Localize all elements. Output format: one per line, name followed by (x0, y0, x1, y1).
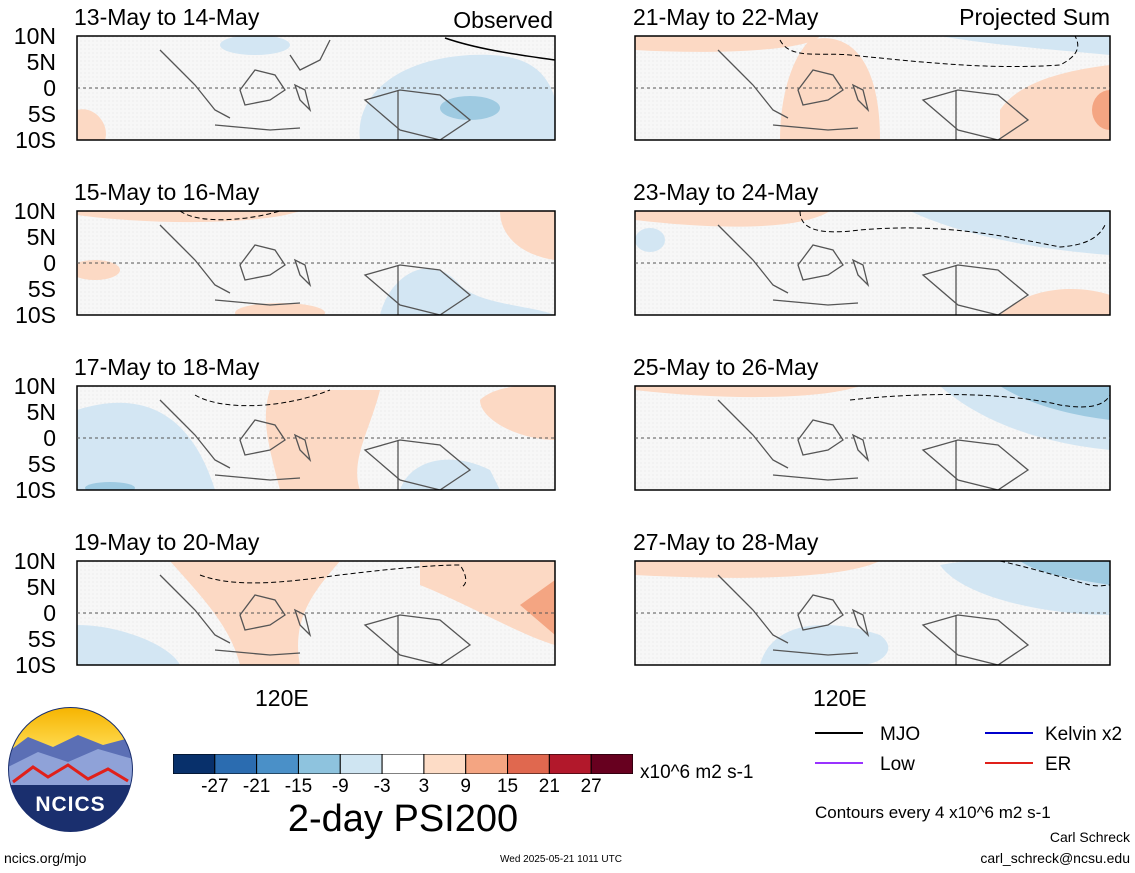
colorbar-ticks: -27 -21 -15 -9 -3 3 9 15 21 27 (173, 776, 633, 802)
lat-label: 10N (13, 23, 56, 49)
panel-5-title: 21-May to 22-May (633, 4, 819, 30)
panel-6-map: 23-May to 24-May (633, 179, 1111, 316)
lat-label: 0 (43, 600, 56, 626)
lat-label: 5N (26, 49, 56, 75)
legend-label-mjo: MJO (880, 724, 920, 745)
lat-label: 0 (43, 425, 56, 451)
colorbar-swatch (548, 753, 592, 775)
panel-6: 23-May to 24-May (560, 175, 1135, 325)
panel-5-map: 21-May to 22-May Projected Sum (633, 4, 1111, 141)
lat-label: 0 (43, 250, 56, 276)
colorbar-swatch (465, 753, 509, 775)
ncics-logo-graphic: NCICS (8, 707, 133, 832)
colorbar-tick-label: 27 (580, 776, 602, 797)
latitude-labels: 10N 5N 0 5S 10S 10N 5N 0 5S 10S 10N 5N 0 5S 10S 10N 5N 0 5… (0, 0, 70, 700)
ncics-logo: NCICS (8, 707, 133, 832)
panel-8-map: 27-May to 28-May (633, 529, 1111, 666)
panel-4-map: 19-May to 20-May (74, 529, 556, 666)
colorbar-tick-label: 15 (496, 776, 519, 797)
colorbar-tick-label: -27 (201, 776, 229, 797)
colorbar-tick-label: 9 (460, 776, 472, 797)
panel-4-title: 19-May to 20-May (74, 529, 260, 555)
colorbar-tick-label: -21 (242, 776, 271, 797)
lat-label: 10S (15, 302, 56, 328)
footer-author: Carl Schreck (1049, 829, 1130, 845)
lat-label: 5S (27, 276, 56, 302)
footer-email: carl_schreck@ncsu.edu (980, 850, 1130, 866)
footer-url: ncics.org/mjo (4, 850, 87, 866)
lat-label: 5N (26, 574, 56, 600)
colorbar-swatch (590, 753, 634, 775)
lat-label: 10N (13, 198, 56, 224)
lat-label: 10S (15, 127, 56, 153)
lat-label: 10S (15, 477, 56, 503)
colorbar-tick-label: -9 (331, 776, 349, 797)
panel-1: 13-May to 14-May Observed (0, 0, 565, 150)
colorbar-swatches (172, 753, 634, 775)
colorbar-swatch (339, 753, 383, 775)
lat-label: 5S (27, 451, 56, 477)
colorbar-tick-label: 21 (538, 776, 560, 797)
legend: MJO Kelvin x2 Low ER (815, 720, 1135, 780)
colorbar-tick-label: -15 (284, 776, 313, 797)
panel-7: 25-May to 26-May (560, 350, 1135, 500)
panel-3: 17-May to 18-May (0, 350, 565, 500)
logo-text: NCICS (35, 793, 105, 816)
colorbar-swatch (381, 753, 425, 775)
legend-label-low: Low (880, 754, 915, 775)
panel-8: 27-May to 28-May (560, 525, 1135, 675)
main-title: 2-day PSI200 (287, 798, 519, 840)
colorbar-swatch (214, 753, 258, 775)
colorbar-swatch (172, 753, 216, 775)
contour-note: Contours every 4 x10^6 m2 s-1 (815, 803, 1051, 822)
lat-label: 5S (27, 101, 56, 127)
colorbar-tick-label: -3 (373, 776, 391, 797)
colorbar-swatch (256, 753, 299, 775)
panel-7-map: 25-May to 26-May (633, 354, 1111, 491)
panel-1-title: 13-May to 14-May (74, 4, 260, 30)
footer-timestamp: Wed 2025-05-21 1011 UTC (500, 854, 622, 865)
colorbar (172, 753, 634, 775)
lat-label: 0 (43, 75, 56, 101)
lat-label: 10N (13, 548, 56, 574)
lat-label: 10S (15, 652, 56, 678)
panel-1-tag: Observed (453, 7, 553, 33)
colorbar-units: x10^6 m2 s-1 (640, 762, 754, 783)
panel-5-tag: Projected Sum (959, 4, 1110, 30)
panel-5: 21-May to 22-May Projected Sum (560, 0, 1135, 150)
panel-8-title: 27-May to 28-May (633, 529, 819, 555)
panel-4: 19-May to 20-May (0, 525, 565, 675)
lat-label: 10N (13, 373, 56, 399)
lat-label: 5N (26, 224, 56, 250)
lat-label: 5S (27, 626, 56, 652)
panel-2: 15-May to 16-May (0, 175, 565, 325)
legend-label-er: ER (1045, 754, 1071, 775)
panel-7-title: 25-May to 26-May (633, 354, 819, 380)
panel-3-map: 17-May to 18-May (74, 354, 556, 491)
panel-1-map: 13-May to 14-May Observed (74, 4, 556, 141)
lat-label: 5N (26, 399, 56, 425)
colorbar-swatch (423, 753, 467, 775)
colorbar-swatch (507, 753, 550, 775)
legend-label-kelvin: Kelvin x2 (1045, 724, 1122, 745)
panel-3-title: 17-May to 18-May (74, 354, 260, 380)
lon-label-left: 120E (255, 685, 309, 711)
lon-label-right: 120E (813, 685, 867, 711)
colorbar-swatch (297, 753, 341, 775)
panel-2-map: 15-May to 16-May (74, 179, 556, 316)
mjo-contour (444, 37, 555, 61)
panel-6-title: 23-May to 24-May (633, 179, 819, 205)
latitude-labels-right (560, 0, 630, 700)
legend-lines: MJO Kelvin x2 Low ER (815, 724, 1122, 775)
panel-2-title: 15-May to 16-May (74, 179, 260, 205)
colorbar-tick-label: 3 (418, 776, 430, 797)
